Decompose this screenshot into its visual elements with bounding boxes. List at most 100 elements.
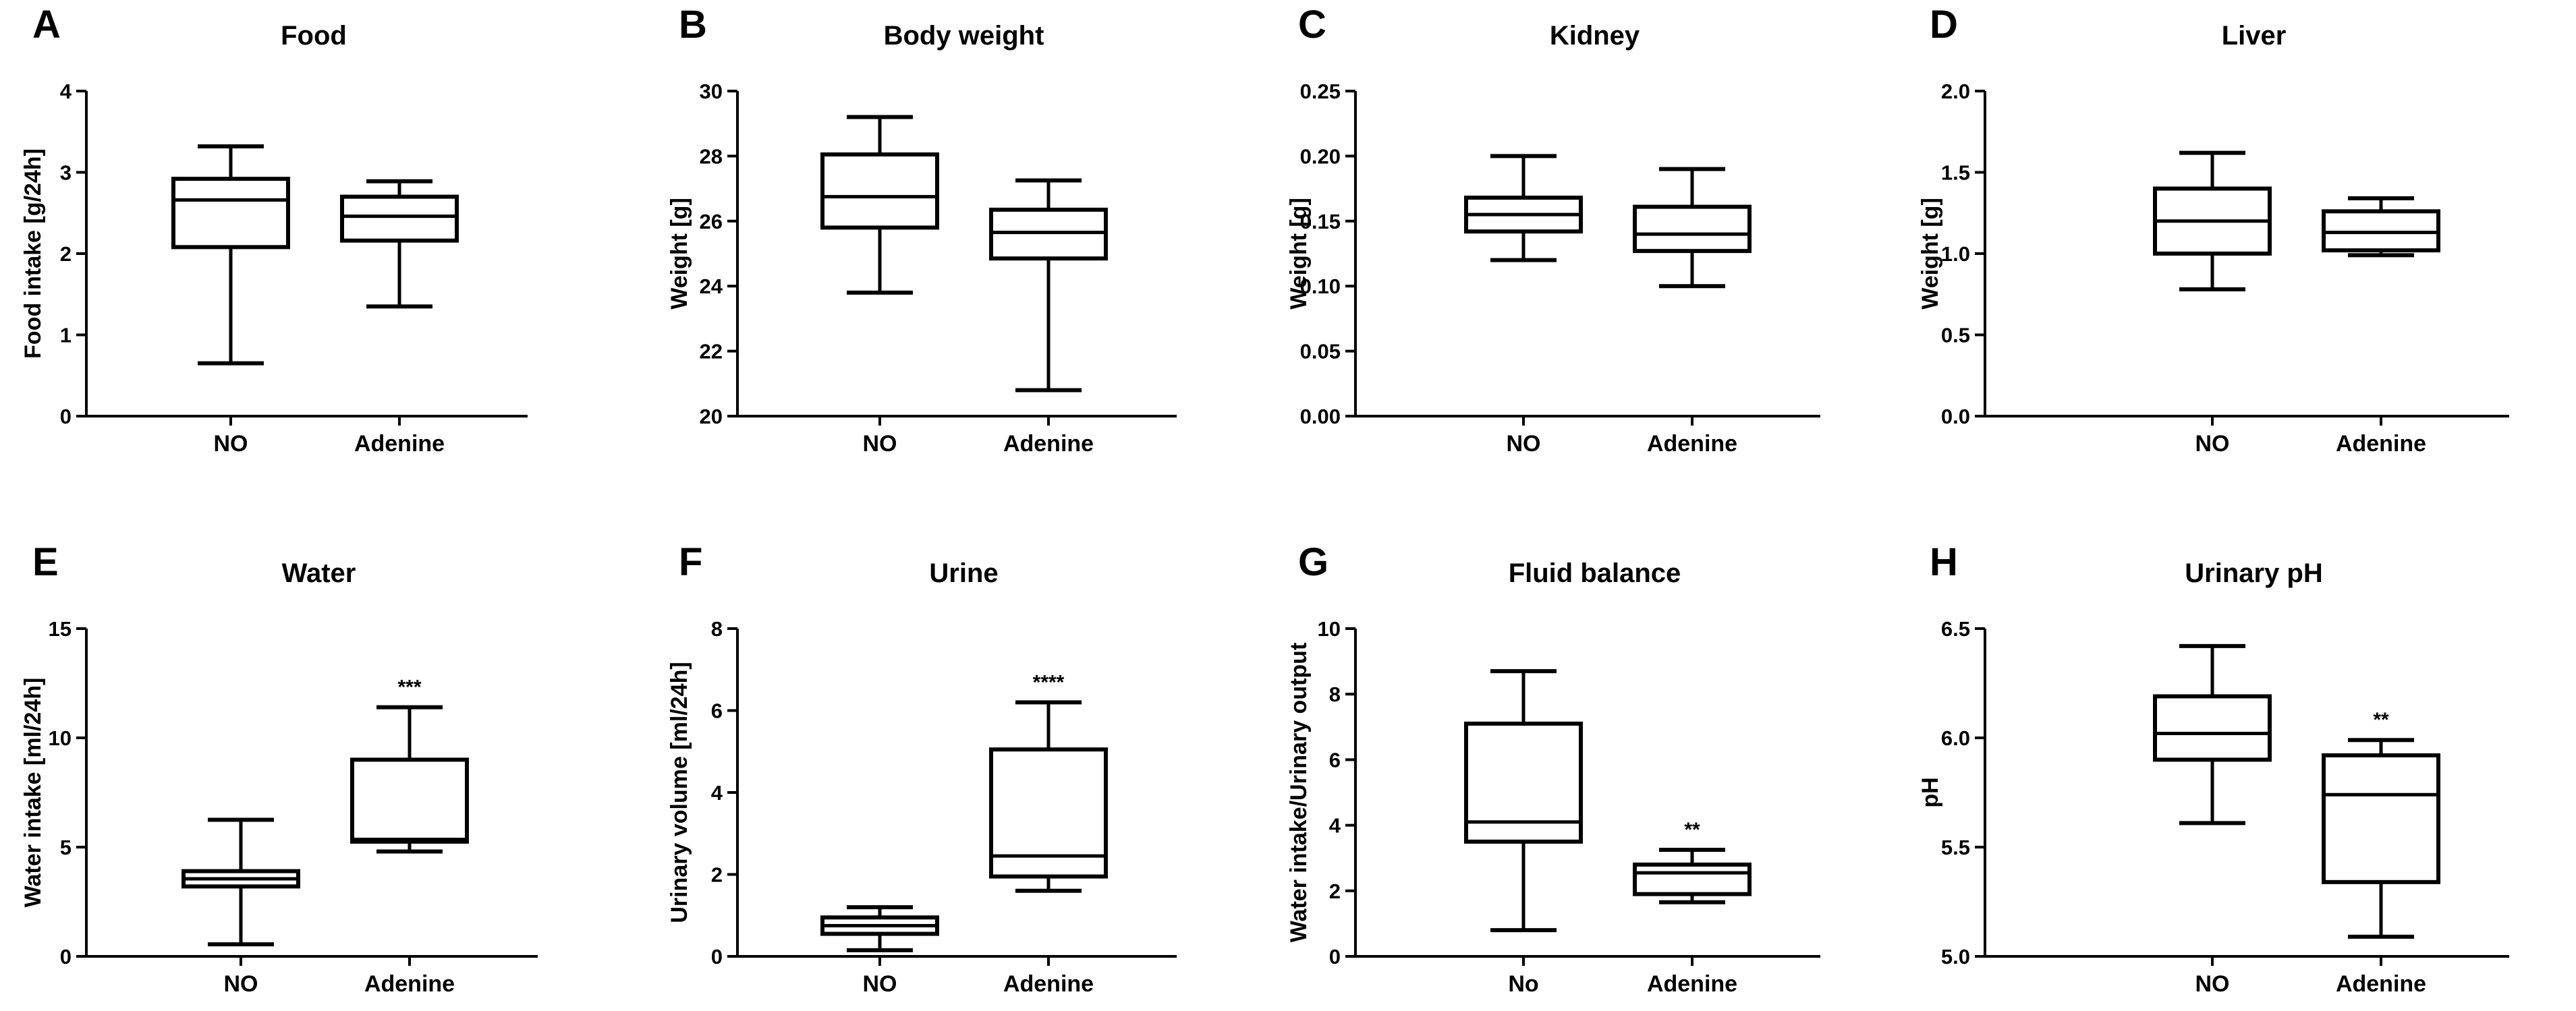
panel-letter: E — [32, 540, 59, 584]
x-category-label: Adenine — [2336, 431, 2426, 457]
y-tick-label: 0.00 — [1300, 405, 1341, 428]
panel-letter: C — [1298, 3, 1326, 47]
chart-panel-e: E Water 0 5 10 15 Water intake [ml/24h] NO *** Ad… — [20, 540, 538, 997]
y-axis-label: Weight [g] — [667, 198, 692, 310]
y-tick-label: 6 — [1329, 748, 1341, 772]
y-tick-label: 5 — [60, 836, 72, 859]
chart-panel-f: F Urine 0 2 4 6 8 Urinary volume [ml/24h] NO ****… — [667, 540, 1177, 997]
panel-letter: H — [1930, 540, 1958, 584]
iqr-box — [340, 194, 459, 243]
y-tick-label: 6.5 — [1941, 617, 1970, 641]
box-1 — [989, 178, 1108, 393]
box-1 — [340, 179, 459, 309]
y-tick-label: 10 — [1318, 617, 1341, 641]
x-category-label: NO — [2195, 971, 2230, 997]
panel-letter: A — [32, 3, 61, 47]
y-tick-label: 0.25 — [1300, 80, 1341, 103]
x-category-label: NO — [214, 431, 248, 457]
box-1 — [1633, 167, 1752, 289]
y-tick-label: 6 — [711, 699, 723, 723]
y-tick-label: 10 — [49, 726, 72, 750]
iqr-box — [350, 757, 469, 844]
chart-panel-d: D Liver 0.0 0.5 1.0 1.5 2.0 Weight [g] NO Adenine — [1917, 3, 2509, 457]
iqr-box — [1633, 862, 1752, 896]
box-0 — [820, 115, 939, 295]
y-tick-label: 8 — [1329, 683, 1341, 706]
y-tick-label: 4 — [1329, 814, 1341, 838]
chart-title: Urinary pH — [2185, 558, 2323, 588]
y-tick-label: 26 — [700, 210, 723, 233]
chart-panel-b: B Body weight 20 22 24 26 28 30 Weight [g] NO Aden… — [667, 3, 1177, 457]
panel-letter: D — [1930, 3, 1958, 47]
iqr-box — [2153, 694, 2272, 762]
significance-label: *** — [397, 676, 421, 699]
y-tick-label: 4 — [60, 80, 72, 103]
box-0 — [1464, 669, 1583, 933]
y-tick-label: 2 — [1329, 879, 1341, 903]
x-category-label: Adenine — [1003, 971, 1094, 997]
chart-panel-h: H Urinary pH 5.0 5.5 6.0 6.5 pH NO ** Adenine — [1917, 540, 2509, 997]
y-tick-label: 0 — [60, 945, 72, 969]
panel-letter: G — [1298, 540, 1328, 584]
y-tick-label: 0.0 — [1941, 405, 1970, 428]
y-tick-label: 15 — [49, 617, 72, 641]
box-1: *** — [350, 676, 469, 854]
box-1 — [2322, 196, 2440, 258]
chart-title: Body weight — [884, 21, 1044, 51]
y-tick-label: 0.20 — [1300, 144, 1341, 168]
y-tick-label: 1.0 — [1941, 242, 1970, 266]
y-tick-label: 20 — [700, 405, 723, 428]
x-category-label: NO — [863, 971, 897, 997]
box-1: ** — [2322, 709, 2440, 939]
x-category-label: Adenine — [1647, 431, 1737, 457]
box-0 — [171, 144, 290, 366]
box-0 — [820, 905, 939, 952]
x-category-label: No — [1508, 971, 1538, 997]
box-0 — [1464, 154, 1583, 262]
y-tick-label: 30 — [700, 80, 723, 103]
chart-panel-a: A Food 0 1 2 3 4 Food intake [g/24h] NO Adenine — [20, 3, 528, 457]
y-tick-label: 2.0 — [1941, 80, 1970, 103]
box-0 — [2153, 643, 2272, 826]
x-category-label: NO — [224, 971, 258, 997]
x-category-label: NO — [863, 431, 897, 457]
iqr-box — [1464, 721, 1583, 844]
y-axis-label: pH — [1917, 777, 1943, 807]
box-1: ** — [1633, 819, 1752, 904]
x-category-label: Adenine — [1003, 431, 1094, 457]
y-tick-label: 0 — [60, 405, 72, 428]
y-axis-label: Urinary volume [ml/24h] — [667, 662, 692, 923]
y-tick-label: 0.15 — [1300, 210, 1341, 233]
significance-label: ** — [1684, 819, 1700, 841]
box-0 — [181, 817, 300, 947]
box-1: **** — [989, 671, 1108, 893]
y-tick-label: 0.5 — [1941, 324, 1970, 347]
y-axis-label: Water intake/Urinary output — [1286, 643, 1312, 943]
y-tick-label: 28 — [700, 144, 723, 168]
y-axis-label: Water intake [ml/24h] — [20, 678, 46, 908]
y-axis-label: Food intake [g/24h] — [20, 148, 46, 359]
chart-title: Kidney — [1550, 21, 1640, 51]
y-tick-label: 5.0 — [1941, 945, 1970, 969]
x-category-label: NO — [1507, 431, 1541, 457]
panel-letter: F — [679, 540, 702, 584]
y-tick-label: 6.0 — [1941, 726, 1970, 750]
chart-panel-c: C Kidney 0.00 0.05 0.10 0.15 0.20 0.25 Weight [g… — [1286, 3, 1820, 457]
iqr-box — [2322, 753, 2440, 884]
x-category-label: Adenine — [1647, 971, 1737, 997]
chart-title: Urine — [929, 558, 998, 588]
y-tick-label: 2 — [711, 863, 723, 887]
y-tick-label: 1 — [60, 324, 72, 347]
chart-title: Liver — [2222, 21, 2287, 51]
x-category-label: Adenine — [2336, 971, 2426, 997]
box-0 — [2153, 150, 2272, 292]
y-tick-label: 3 — [60, 161, 72, 185]
y-tick-label: 22 — [700, 340, 723, 364]
iqr-box — [1633, 204, 1752, 254]
chart-title: Food — [281, 21, 347, 51]
significance-label: ** — [2373, 709, 2389, 731]
iqr-box — [820, 152, 939, 230]
y-tick-label: 4 — [711, 781, 723, 805]
